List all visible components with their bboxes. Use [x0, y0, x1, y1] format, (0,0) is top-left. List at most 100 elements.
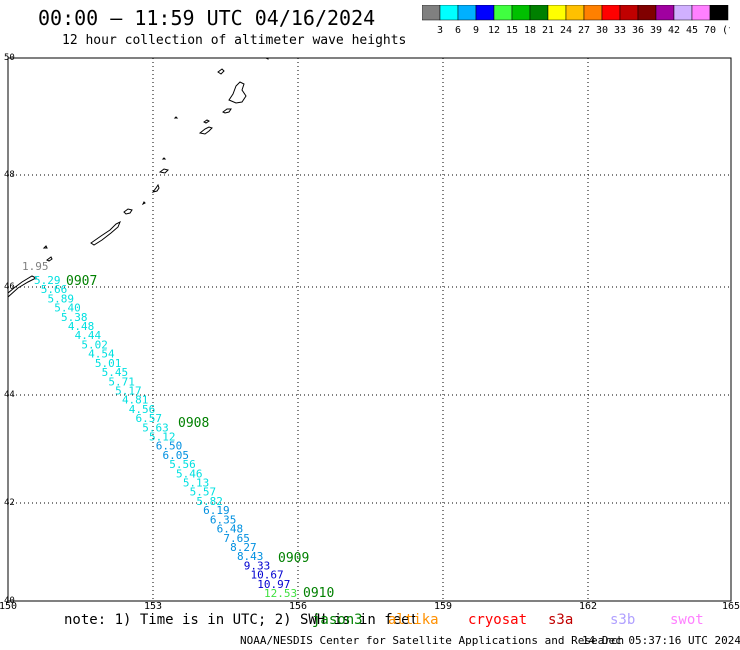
- swh-value: 6.35: [210, 513, 237, 526]
- legend-label: 18: [524, 25, 536, 36]
- legend-label: 45: [686, 25, 698, 36]
- swh-value: 6.05: [163, 449, 190, 462]
- swh-value: 5.40: [54, 302, 80, 315]
- legend-swatch: [709, 5, 729, 21]
- swh-value: 4.54: [88, 348, 115, 361]
- swh-value: 5.29: [34, 274, 61, 287]
- map-title: 00:00 — 11:59 UTC 04/16/2024: [38, 6, 376, 30]
- graticule: [8, 58, 731, 601]
- legend-label: 3: [437, 25, 443, 36]
- swh-value: 5.46: [176, 467, 203, 480]
- swh-value: 5.17: [115, 384, 142, 397]
- longitude-label: 162: [579, 601, 597, 610]
- satellite-cryosat: cryosat: [468, 612, 528, 628]
- island-kamchatka-tip: [7, 275, 38, 298]
- island-small-3: [141, 201, 146, 206]
- swh-value: 5.13: [183, 477, 210, 490]
- swh-value: 1.95: [22, 260, 49, 273]
- axis-labels: 150 153 156 159 162 165 50 48 46 44 42 40: [0, 53, 740, 610]
- swh-value: 5.38: [61, 311, 88, 324]
- swh-value: 5.89: [48, 292, 75, 305]
- island-small-6: [173, 116, 179, 119]
- legend-label: 6: [455, 25, 461, 36]
- generation-timestamp: 14 Dec 05:37:16 UTC 2024: [582, 634, 740, 647]
- island-small-4: [158, 168, 169, 174]
- longitude-label: 153: [144, 601, 162, 610]
- island-small-5: [161, 157, 167, 160]
- satellite-swot: swot: [670, 612, 704, 628]
- swh-value: 5.45: [102, 366, 129, 379]
- legend-label: 36: [632, 25, 644, 36]
- island-small-9: [265, 57, 269, 60]
- legend-label: 12: [488, 25, 500, 36]
- time-mark: 0909: [278, 551, 309, 566]
- longitude-label: 150: [0, 601, 17, 610]
- latitude-label: 46: [4, 282, 15, 292]
- time-mark: 0907: [66, 274, 97, 289]
- swh-value: 6.50: [156, 440, 183, 453]
- longitude-label: 156: [289, 601, 307, 610]
- swh-value: 5.57: [190, 486, 217, 499]
- swh-value: 10.97: [257, 578, 290, 591]
- credit-line: NOAA/NESDIS Center for Satellite Applica…: [240, 634, 625, 647]
- satellite-s3b: s3b: [610, 612, 636, 628]
- satellite-s3a: s3a: [548, 612, 574, 628]
- legend-label: 42: [668, 25, 680, 36]
- island-small-2: [46, 256, 53, 262]
- island-iturup: [228, 81, 247, 104]
- legend-label: 15: [506, 25, 518, 36]
- latitude-label: 48: [4, 170, 15, 180]
- latitude-label: 44: [4, 390, 15, 400]
- longitude-label: 165: [722, 601, 740, 610]
- swh-value: 5.02: [81, 338, 108, 351]
- legend-label: 30: [596, 25, 608, 36]
- swh-value: 5.56: [169, 458, 196, 471]
- swh-value: 5.12: [149, 431, 176, 444]
- longitude-label: 159: [434, 601, 452, 610]
- legend-label: 9: [473, 25, 479, 36]
- island-onekotan: [123, 208, 133, 215]
- swh-value: 4.56: [129, 403, 156, 416]
- swh-value: 5.82: [196, 495, 223, 508]
- legend-label: 24: [560, 25, 572, 36]
- swh-value: 6.48: [217, 523, 244, 536]
- island-small-7: [203, 119, 210, 124]
- legend-unit: (ft): [722, 25, 730, 36]
- swh-value: 12.53: [264, 587, 297, 600]
- legend-label: 21: [542, 25, 554, 36]
- map-frame: [7, 57, 732, 602]
- satellite-jason3: jason3: [312, 612, 363, 628]
- swh-value: 5.01: [95, 357, 122, 370]
- swh-value: 4.44: [75, 329, 102, 342]
- legend-label: 27: [578, 25, 590, 36]
- island-paramushir: [90, 220, 121, 246]
- swh-value: 7.65: [223, 532, 250, 545]
- island-simushir: [151, 183, 160, 193]
- satellite-altika: altika: [388, 612, 439, 628]
- swh-value: 6.19: [203, 504, 230, 517]
- swh-value: 6.57: [135, 412, 162, 425]
- time-mark: 0908: [178, 416, 209, 431]
- island-small-8: [217, 68, 225, 75]
- latitude-label: 42: [4, 498, 15, 508]
- swh-value: 10.67: [250, 569, 283, 582]
- swh-value: 9.33: [244, 559, 270, 572]
- legend-label: 33: [614, 25, 626, 36]
- swh-value: 4.48: [68, 320, 95, 333]
- swh-track: 1.955.295.665.895.405.384.484.445.024.54…: [22, 260, 334, 601]
- latitude-label: 40: [4, 596, 15, 606]
- latitude-label: 50: [4, 53, 15, 63]
- map-subtitle: 12 hour collection of altimeter wave hei…: [62, 33, 407, 48]
- swh-value: 5.66: [41, 283, 68, 296]
- legend-label: 39: [650, 25, 662, 36]
- time-mark: 0910: [303, 586, 334, 601]
- island-small-1: [42, 245, 48, 249]
- legend-label: 70: [704, 25, 716, 36]
- swh-value: 4.81: [122, 394, 149, 407]
- footer-note: note: 1) Time is in UTC; 2) SWH is in fe…: [64, 612, 419, 628]
- island-urup: [198, 126, 213, 135]
- swh-value: 8.27: [230, 541, 256, 554]
- swh-value: 5.71: [108, 375, 135, 388]
